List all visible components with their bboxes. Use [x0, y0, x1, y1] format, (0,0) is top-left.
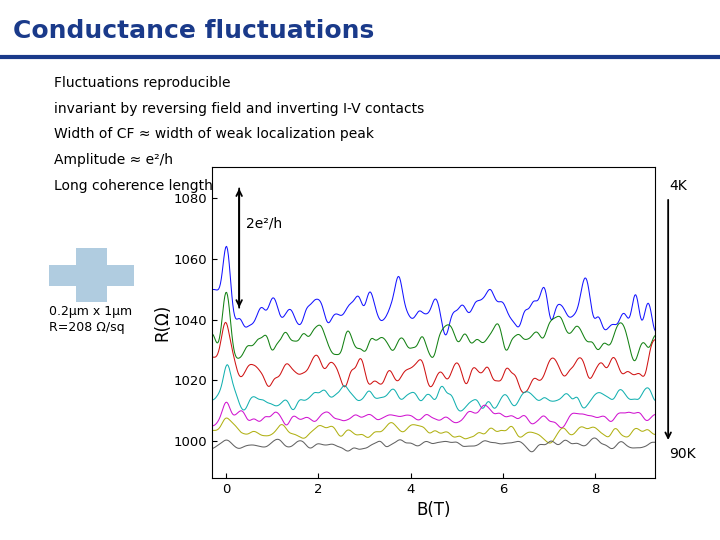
- Text: 4K: 4K: [670, 179, 688, 193]
- Text: R=208 Ω/sq: R=208 Ω/sq: [49, 321, 125, 334]
- Bar: [76, 248, 107, 302]
- Text: Fluctuations reproducible: Fluctuations reproducible: [54, 76, 230, 90]
- Text: Conductance fluctuations: Conductance fluctuations: [13, 19, 374, 43]
- X-axis label: B(T): B(T): [417, 501, 451, 519]
- Text: 0.2μm x 1μm: 0.2μm x 1μm: [49, 305, 132, 318]
- Y-axis label: R(Ω): R(Ω): [153, 304, 171, 341]
- Text: invariant by reversing field and inverting I-V contacts: invariant by reversing field and inverti…: [54, 102, 424, 116]
- Bar: [49, 265, 134, 286]
- Text: 90K: 90K: [670, 447, 696, 461]
- Text: Long coherence length: Long coherence length: [54, 179, 213, 193]
- Text: 2e²/h: 2e²/h: [246, 216, 282, 230]
- Text: Amplitude ≈ e²/h: Amplitude ≈ e²/h: [54, 153, 173, 167]
- Text: Width of CF ≈ width of weak localization peak: Width of CF ≈ width of weak localization…: [54, 127, 374, 141]
